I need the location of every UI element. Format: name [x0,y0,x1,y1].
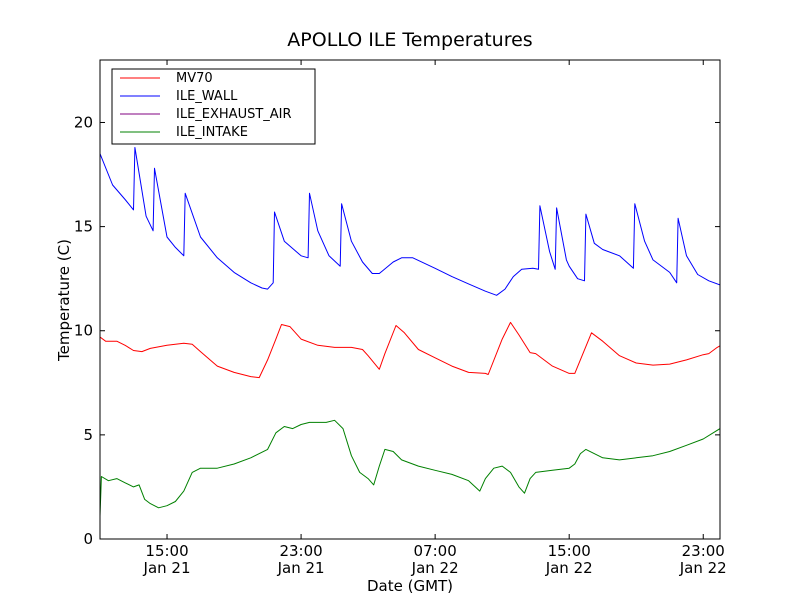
y-tick-label: 15 [74,218,93,236]
chart-title: APOLLO ILE Temperatures [287,29,532,51]
x-tick-label-time: 07:00 [414,542,457,560]
y-tick-label: 0 [83,530,93,548]
legend: MV70 ILE_WALL ILE_EXHAUST_AIR ILE_INTAKE [111,68,316,145]
y-tick-label: 20 [74,113,93,131]
x-tick-label-date: Jan 22 [545,559,593,577]
series-line-ile-wall [100,147,720,296]
plot-frame [99,59,721,540]
x-tick-label-time: 15:00 [548,542,591,560]
x-tick-label-date: Jan 21 [277,559,325,577]
x-tick-label-time: 23:00 [279,542,322,560]
x-tick-label-date: Jan 22 [411,559,459,577]
x-axis-label: Date (GMT) [367,577,453,595]
x-tick-label-date: Jan 21 [143,559,191,577]
legend-entries: MV70 ILE_WALL ILE_EXHAUST_AIR ILE_INTAKE [120,71,292,140]
y-axis-ticks: 0 5 10 15 20 [74,113,720,548]
y-axis-label: Temperature (C) [55,239,73,362]
series-layer [100,147,720,517]
x-tick-label-time: 15:00 [145,542,188,560]
x-tick-label-date: Jan 22 [679,559,727,577]
y-tick-label: 10 [74,322,93,340]
legend-label-mv70: MV70 [176,71,213,86]
series-line-mv70 [100,321,720,379]
legend-label-ile-exhaust-air: ILE_EXHAUST_AIR [176,107,292,122]
series-line-ile-intake [100,419,720,517]
legend-label-ile-wall: ILE_WALL [176,89,238,104]
legend-label-ile-intake: ILE_INTAKE [176,125,248,140]
y-tick-label: 5 [83,426,93,444]
x-tick-label-time: 23:00 [682,542,725,560]
